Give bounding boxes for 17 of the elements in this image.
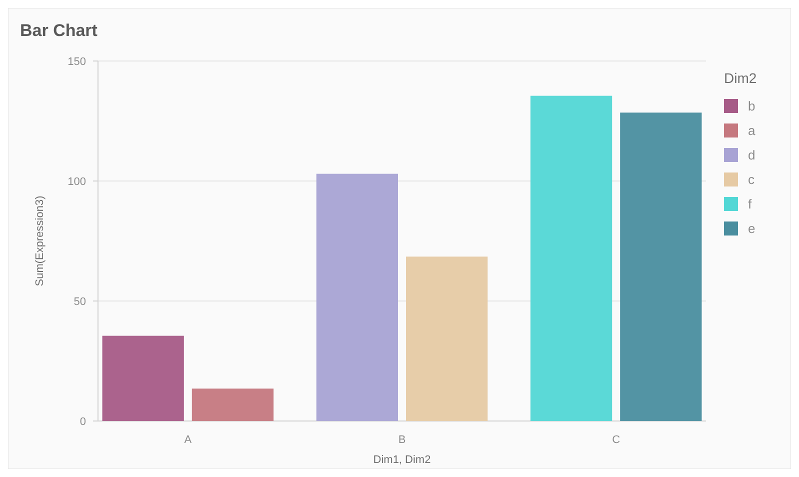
y-tick-label: 50	[74, 296, 86, 308]
x-axis-title: Dim1, Dim2	[373, 454, 431, 466]
y-axis-title: Sum(Expression3)	[34, 196, 46, 286]
y-tick-label: 100	[68, 176, 86, 188]
legend-label: e	[748, 221, 756, 236]
y-tick-label: 150	[68, 56, 86, 68]
legend-label: c	[748, 172, 755, 188]
legend-label: d	[748, 148, 756, 163]
legend-title: Dim2	[724, 70, 757, 86]
x-tick-label: C	[612, 434, 620, 446]
x-tick-label: B	[398, 434, 406, 446]
chart-title: Bar Chart	[20, 21, 98, 40]
legend-label: a	[748, 123, 756, 138]
legend-label: f	[748, 196, 752, 212]
legend-label: b	[748, 98, 756, 114]
x-tick-label: A	[184, 434, 192, 446]
y-tick-label: 0	[80, 416, 86, 428]
